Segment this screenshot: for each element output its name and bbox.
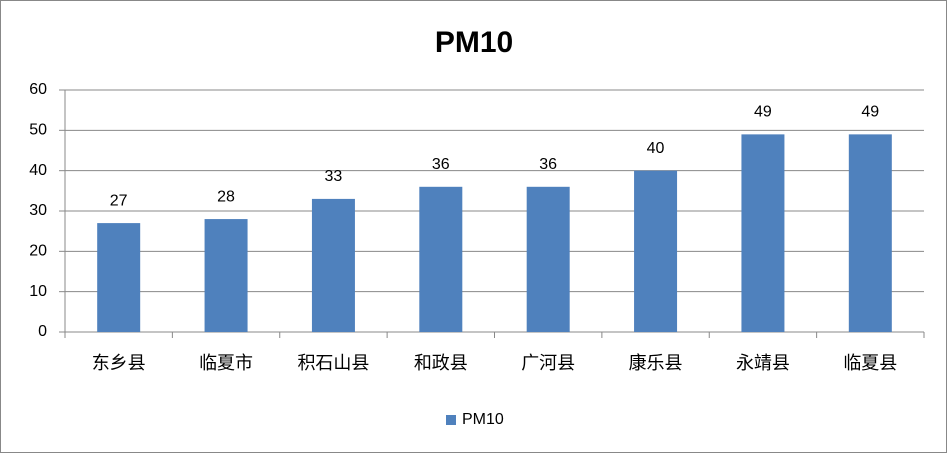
bar — [741, 134, 785, 332]
x-tick-label: 永靖县 — [736, 353, 790, 373]
bar — [634, 170, 678, 332]
x-tick-label: 广河县 — [521, 353, 575, 373]
bar — [526, 186, 570, 332]
x-tick-label: 东乡县 — [92, 353, 146, 373]
data-label: 33 — [325, 168, 343, 185]
y-tick-label: 30 — [29, 202, 47, 219]
data-label: 49 — [861, 104, 879, 121]
data-label: 27 — [110, 192, 128, 209]
x-tick-label: 和政县 — [414, 353, 468, 373]
y-tick-label: 50 — [29, 122, 47, 139]
y-tick-label: 0 — [38, 323, 47, 340]
bar — [848, 134, 892, 332]
data-label: 40 — [647, 140, 665, 157]
legend-swatch — [446, 415, 456, 425]
data-label: 36 — [432, 156, 450, 173]
x-tick-label: 临夏市 — [199, 353, 253, 373]
y-tick-label: 10 — [29, 283, 47, 300]
chart-title: PM10 — [435, 26, 513, 59]
bar — [97, 223, 141, 332]
y-tick-label: 20 — [29, 243, 47, 260]
x-tick-label: 积石山县 — [297, 353, 369, 373]
data-label: 36 — [539, 156, 557, 173]
x-tick-label: 康乐县 — [629, 353, 683, 373]
legend-label: PM10 — [462, 411, 504, 428]
bar — [204, 219, 248, 332]
y-tick-label: 60 — [29, 81, 47, 98]
data-label: 49 — [754, 104, 772, 121]
bar — [311, 198, 355, 332]
y-tick-label: 40 — [29, 162, 47, 179]
data-label: 28 — [217, 188, 235, 205]
x-tick-label: 临夏县 — [843, 353, 897, 373]
bar — [419, 186, 463, 332]
